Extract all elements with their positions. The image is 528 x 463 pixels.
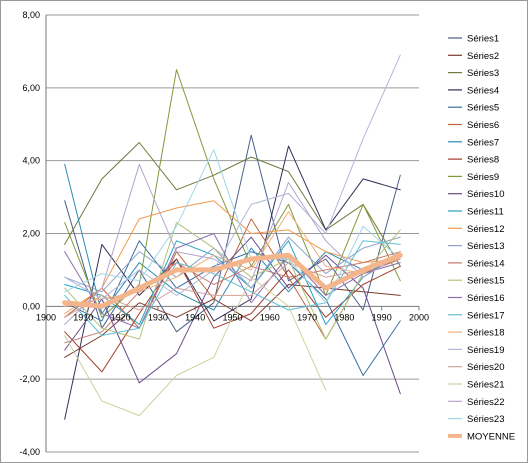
series-line-24 — [62, 252, 403, 309]
x-tick-label: 1940 — [185, 312, 205, 322]
series-line-3 — [64, 142, 401, 267]
legend-entry: Séries13 — [467, 241, 505, 252]
series-line-23 — [64, 149, 401, 304]
legend-entry: Séries23 — [467, 414, 505, 425]
legend-entry: Séries12 — [467, 224, 505, 235]
series-line-22 — [64, 163, 401, 325]
series-line-19 — [64, 54, 401, 300]
legend: Séries1 Séries2 Séries3 Séries4 Séries5 Série… — [448, 34, 515, 442]
legend-entry: Séries20 — [467, 362, 505, 373]
legend-entry: MOYENNE — [467, 431, 515, 442]
legend-entry: Séries19 — [467, 345, 505, 356]
y-tick-label: 0,00 — [22, 301, 40, 311]
x-tick-label: 1980 — [334, 312, 354, 322]
y-tick-label: -2,00 — [19, 374, 40, 384]
legend-entry: Séries8 — [467, 155, 499, 166]
legend-entry: Séries14 — [467, 258, 505, 269]
y-tick-label: 2,00 — [22, 229, 40, 239]
legend-entry: Séries16 — [467, 293, 505, 304]
legend-entry: Séries5 — [467, 103, 499, 114]
series-line-20 — [64, 258, 401, 318]
series-line-9 — [64, 69, 401, 318]
x-tick-label: 2000 — [409, 312, 429, 322]
x-tick-label: 1930 — [148, 312, 168, 322]
series-line-14 — [64, 251, 401, 344]
legend-entry: Séries17 — [467, 310, 505, 321]
y-tick-label: 4,00 — [22, 156, 40, 166]
y-tick-label: 8,00 — [22, 10, 40, 20]
legend-entry: Séries10 — [467, 189, 505, 200]
series-line-21 — [64, 276, 327, 417]
series-line-17 — [64, 240, 401, 336]
series-lines — [62, 54, 403, 420]
y-tick-label: -4,00 — [19, 447, 40, 457]
series-line-12 — [64, 200, 401, 315]
x-tick-label: 1900 — [36, 312, 56, 322]
legend-entry: Séries4 — [467, 85, 499, 96]
series-line-11 — [64, 240, 401, 325]
legend-entry: Séries15 — [467, 276, 505, 287]
legend-entry: Séries2 — [467, 51, 499, 62]
legend-entry: Séries3 — [467, 68, 499, 79]
legend-entry: Séries7 — [467, 137, 499, 148]
gridlines — [46, 14, 419, 453]
x-tick-label: 1920 — [111, 312, 131, 322]
legend-entry: Séries21 — [467, 380, 505, 391]
legend-entry: Séries18 — [467, 328, 505, 339]
x-tick-label: 1910 — [73, 312, 93, 322]
x-tick-label: 1990 — [372, 312, 392, 322]
tick-labels: -4,00 -2,00 0,00 2,00 4,00 6,00 8,00 1900 1910 19… — [19, 10, 429, 457]
series-line-4 — [64, 145, 401, 420]
x-tick-label: 1970 — [297, 312, 317, 322]
y-tick-label: 6,00 — [22, 83, 40, 93]
legend-entry: Séries11 — [467, 207, 504, 218]
legend-entry: Séries6 — [467, 120, 499, 131]
legend-entry: Séries22 — [467, 397, 505, 408]
x-tick-label: 1950 — [222, 312, 242, 322]
series-line-16 — [64, 233, 401, 329]
x-tick-label: 1960 — [260, 312, 280, 322]
legend-entry: Séries1 — [467, 34, 499, 45]
legend-entry: Séries9 — [467, 172, 499, 183]
